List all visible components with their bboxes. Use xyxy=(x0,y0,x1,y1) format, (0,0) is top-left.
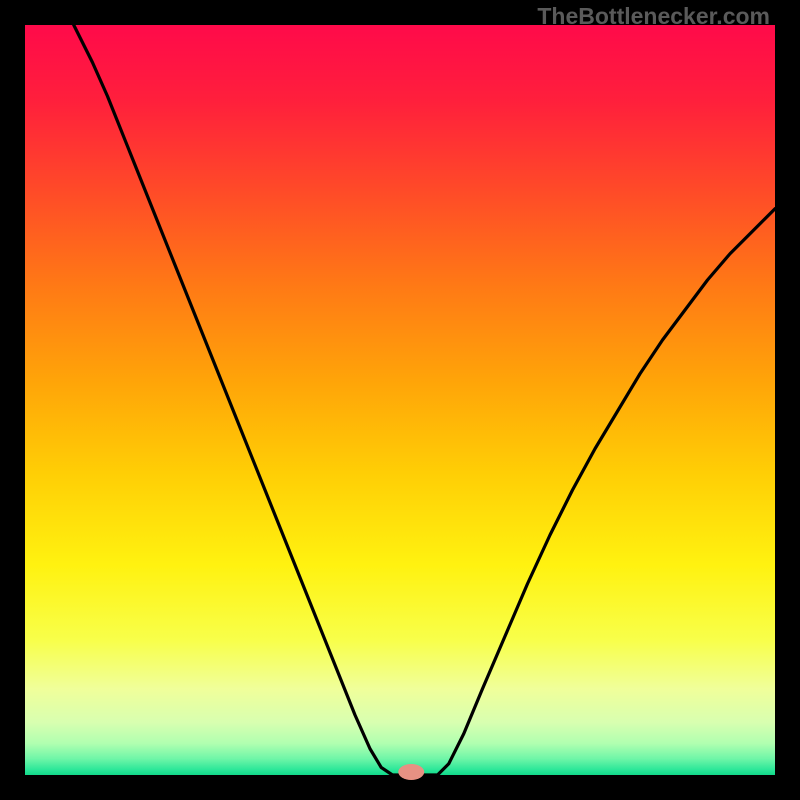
bottleneck-chart xyxy=(0,0,800,800)
heat-gradient xyxy=(25,25,775,775)
optimum-marker xyxy=(398,764,424,780)
